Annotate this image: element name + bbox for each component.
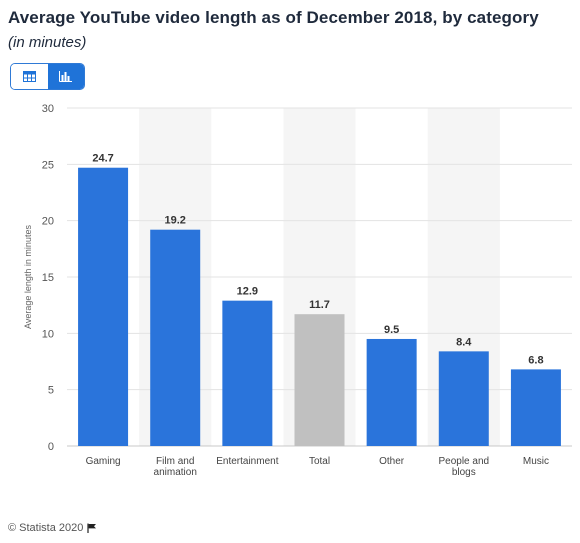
copyright-text: © Statista 2020 <box>8 522 84 534</box>
chart-view-button[interactable] <box>47 64 84 89</box>
footer: © Statista 2020 <box>8 522 97 534</box>
bar[interactable] <box>78 167 129 447</box>
x-tick-label: Other <box>379 456 405 467</box>
x-tick-label: People and blogs <box>438 456 489 478</box>
x-tick-label: Gaming <box>86 456 121 467</box>
bar[interactable] <box>294 314 345 446</box>
bar[interactable] <box>150 229 201 446</box>
y-axis-label: Average length in minutes <box>23 225 33 329</box>
chart-subtitle: (in minutes) <box>8 34 87 51</box>
table-icon <box>22 71 36 82</box>
data-label: 19.2 <box>165 215 186 227</box>
x-tick-label: Music <box>523 456 549 467</box>
bar[interactable] <box>510 369 561 446</box>
y-tick-label: 10 <box>42 328 54 340</box>
y-tick-label: 30 <box>42 103 54 115</box>
y-tick-label: 20 <box>42 216 54 228</box>
table-view-button[interactable] <box>11 64 48 89</box>
data-label: 12.9 <box>237 286 258 298</box>
data-label: 6.8 <box>528 354 543 366</box>
y-tick-label: 25 <box>42 159 54 171</box>
chart-title: Average YouTube video length as of Decem… <box>8 8 539 27</box>
y-tick-label: 15 <box>42 272 54 284</box>
y-tick-label: 0 <box>48 441 54 453</box>
bar[interactable] <box>438 351 489 446</box>
data-label: 24.7 <box>92 153 113 165</box>
bar[interactable] <box>366 338 417 446</box>
flag-icon[interactable] <box>87 523 97 533</box>
bar-chart-icon <box>59 71 73 82</box>
x-tick-label: Film and animation <box>154 456 197 478</box>
x-tick-label: Total <box>309 456 330 467</box>
bar[interactable] <box>222 300 273 446</box>
view-toggle <box>10 63 85 90</box>
data-label: 9.5 <box>384 324 399 336</box>
data-label: 8.4 <box>456 336 472 348</box>
bar-chart: 0 5 10 15 20 25 30 24.7 19.2 12.9 11.7 9.5 8.4 6.8 G… <box>23 103 572 478</box>
x-tick-label: Entertainment <box>216 456 278 467</box>
data-label: 11.7 <box>309 299 330 311</box>
y-tick-label: 5 <box>48 385 54 397</box>
